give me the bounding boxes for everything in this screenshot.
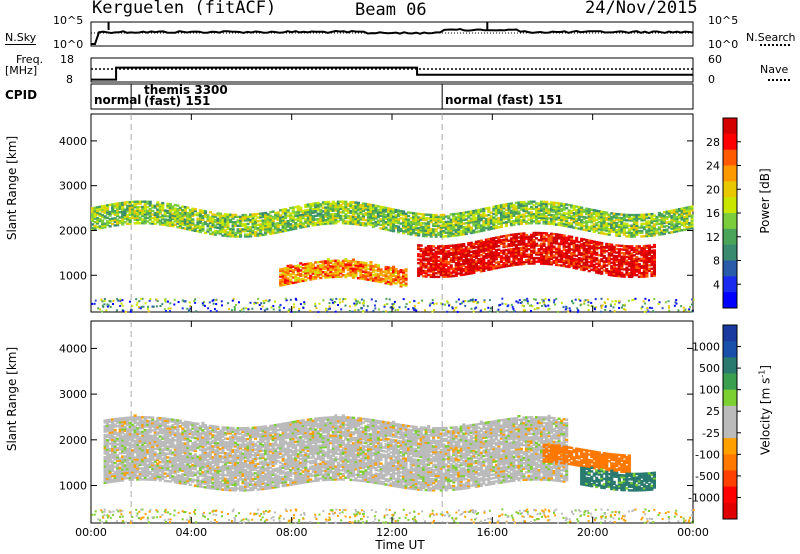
x-tick-label: 12:00 xyxy=(376,526,408,539)
x-tick-label: 00:00 xyxy=(75,526,107,539)
axes-layer: 4000 3000 2000 1000 4000 3000 2000 1000 00:00 04:… xyxy=(59,114,741,539)
velocity-cbar-cell xyxy=(723,389,737,407)
power-ytick-label: 1000 xyxy=(59,269,87,282)
power-ylabel: Slant Range [km] xyxy=(5,135,19,241)
beam-label: Beam 06 xyxy=(355,0,427,20)
velocity-cbar-cell xyxy=(723,502,737,520)
power-cbar-tick: 8 xyxy=(713,255,720,268)
velocity-cbar-tick: 1000 xyxy=(692,341,720,354)
velocity-cbar-label: Velocity [m s-1] xyxy=(757,365,773,455)
power-cbar-tick: 4 xyxy=(713,278,720,291)
power-cbar-cell xyxy=(723,292,737,309)
velocity-cbar-cell xyxy=(723,438,737,455)
power-cbar-tick: 28 xyxy=(706,136,720,149)
velocity-cbar-cell xyxy=(723,325,737,342)
power-cbar-cell xyxy=(723,228,737,246)
freq-panel-frame xyxy=(90,57,694,83)
velocity-cbar-tick: -1000 xyxy=(688,491,720,504)
freq-tick-low: 8 xyxy=(66,73,73,86)
velocity-cbar-cell xyxy=(723,341,737,358)
velocity-cbar-cell xyxy=(723,373,737,391)
date-label: 24/Nov/2015 xyxy=(585,0,698,18)
nave-tick-low: 0 xyxy=(708,73,715,86)
power-cbar-cell xyxy=(723,276,737,293)
nsearch-tick-high: 10^5 xyxy=(708,14,739,27)
x-tick-label: 04:00 xyxy=(175,526,207,539)
nave-label: Nave xyxy=(760,63,789,76)
velocity-ytick-label: 4000 xyxy=(59,342,87,355)
x-axis-label: Time UT xyxy=(375,538,425,552)
nsky-series xyxy=(91,27,694,45)
power-cbar-cell xyxy=(723,165,737,182)
velocity-cbar-cell xyxy=(723,422,737,439)
cpid-segment-normal: normal xyxy=(94,93,142,107)
nsearch-tick-low: 10^0 xyxy=(708,38,739,51)
x-tick-label: 20:00 xyxy=(577,526,609,539)
power-ytick-label: 3000 xyxy=(59,180,87,193)
velocity-cells xyxy=(91,414,695,524)
power-cbar-tick: 16 xyxy=(706,207,720,220)
freq-series xyxy=(91,66,693,81)
cpid-segment-themis-fast: (fast) 151 xyxy=(144,94,211,108)
nave-legend-line xyxy=(768,79,790,81)
power-cbar-cell xyxy=(723,133,737,151)
power-cbar-cell xyxy=(723,149,737,166)
velocity-cbar-tick: -25 xyxy=(702,427,720,440)
velocity-cbar-cell xyxy=(723,486,737,504)
nsearch-label: N.Search xyxy=(746,31,796,44)
velocity-cbar-cell xyxy=(723,454,737,471)
station-title: Kerguelen (fitACF) xyxy=(92,0,277,18)
velocity-cbar-tick: 100 xyxy=(699,384,720,397)
velocity-ytick-label: 2000 xyxy=(59,434,87,447)
power-cbar-cell xyxy=(723,244,737,261)
nsky-panel-frame xyxy=(90,21,694,47)
velocity-cbar-tick: -100 xyxy=(695,448,720,461)
freq-tick-high: 18 xyxy=(60,53,74,66)
cpid-label: CPID xyxy=(5,88,38,102)
freq-unit: [MHz] xyxy=(5,64,38,77)
velocity-cbar-cell xyxy=(723,470,737,488)
data-layer xyxy=(91,22,695,524)
power-cbar-tick: 24 xyxy=(706,160,720,173)
velocity-cbar-cell xyxy=(723,405,737,423)
power-cbar-cell xyxy=(723,260,737,277)
power-cbar-label: Power [dB] xyxy=(758,168,772,234)
power-cbar-cell xyxy=(723,197,737,214)
power-cbar-cell xyxy=(723,118,737,135)
nsearch-legend-line xyxy=(760,44,790,46)
x-tick-label: 16:00 xyxy=(476,526,508,539)
nsky-tick-high: 10^5 xyxy=(53,14,84,27)
velocity-ytick-label: 3000 xyxy=(59,388,87,401)
velocity-cbar-tick: 500 xyxy=(699,362,720,375)
cpid-panel-frame xyxy=(90,83,694,110)
power-cells xyxy=(91,200,695,314)
cpid-segment-themis: themis 3300 xyxy=(144,83,228,97)
power-ytick-label: 4000 xyxy=(59,135,87,148)
power-cbar-tick: 20 xyxy=(706,183,720,196)
velocity-cbar-tick: -500 xyxy=(695,470,720,483)
cpid-segment-normal-fast: normal (fast) 151 xyxy=(445,93,563,107)
nsky-tick-low: 10^0 xyxy=(53,38,84,51)
power-cbar-tick: 12 xyxy=(706,231,720,244)
velocity-ytick-label: 1000 xyxy=(59,480,87,493)
velocity-cbar-cell xyxy=(723,357,737,374)
power-cbar-cell xyxy=(723,181,737,198)
nave-tick-high: 60 xyxy=(708,53,722,66)
velocity-cbar-tick: 25 xyxy=(706,405,720,418)
velocity-cbar-frame xyxy=(722,324,738,520)
power-ytick-label: 2000 xyxy=(59,224,87,237)
nsky-label: N.Sky xyxy=(5,31,37,45)
power-cbar-cell xyxy=(723,213,737,230)
x-tick-label: 00:00 xyxy=(677,526,709,539)
x-tick-label: 08:00 xyxy=(276,526,308,539)
velocity-ylabel: Slant Range [km] xyxy=(5,346,19,452)
freq-label: Freq. xyxy=(16,53,44,66)
